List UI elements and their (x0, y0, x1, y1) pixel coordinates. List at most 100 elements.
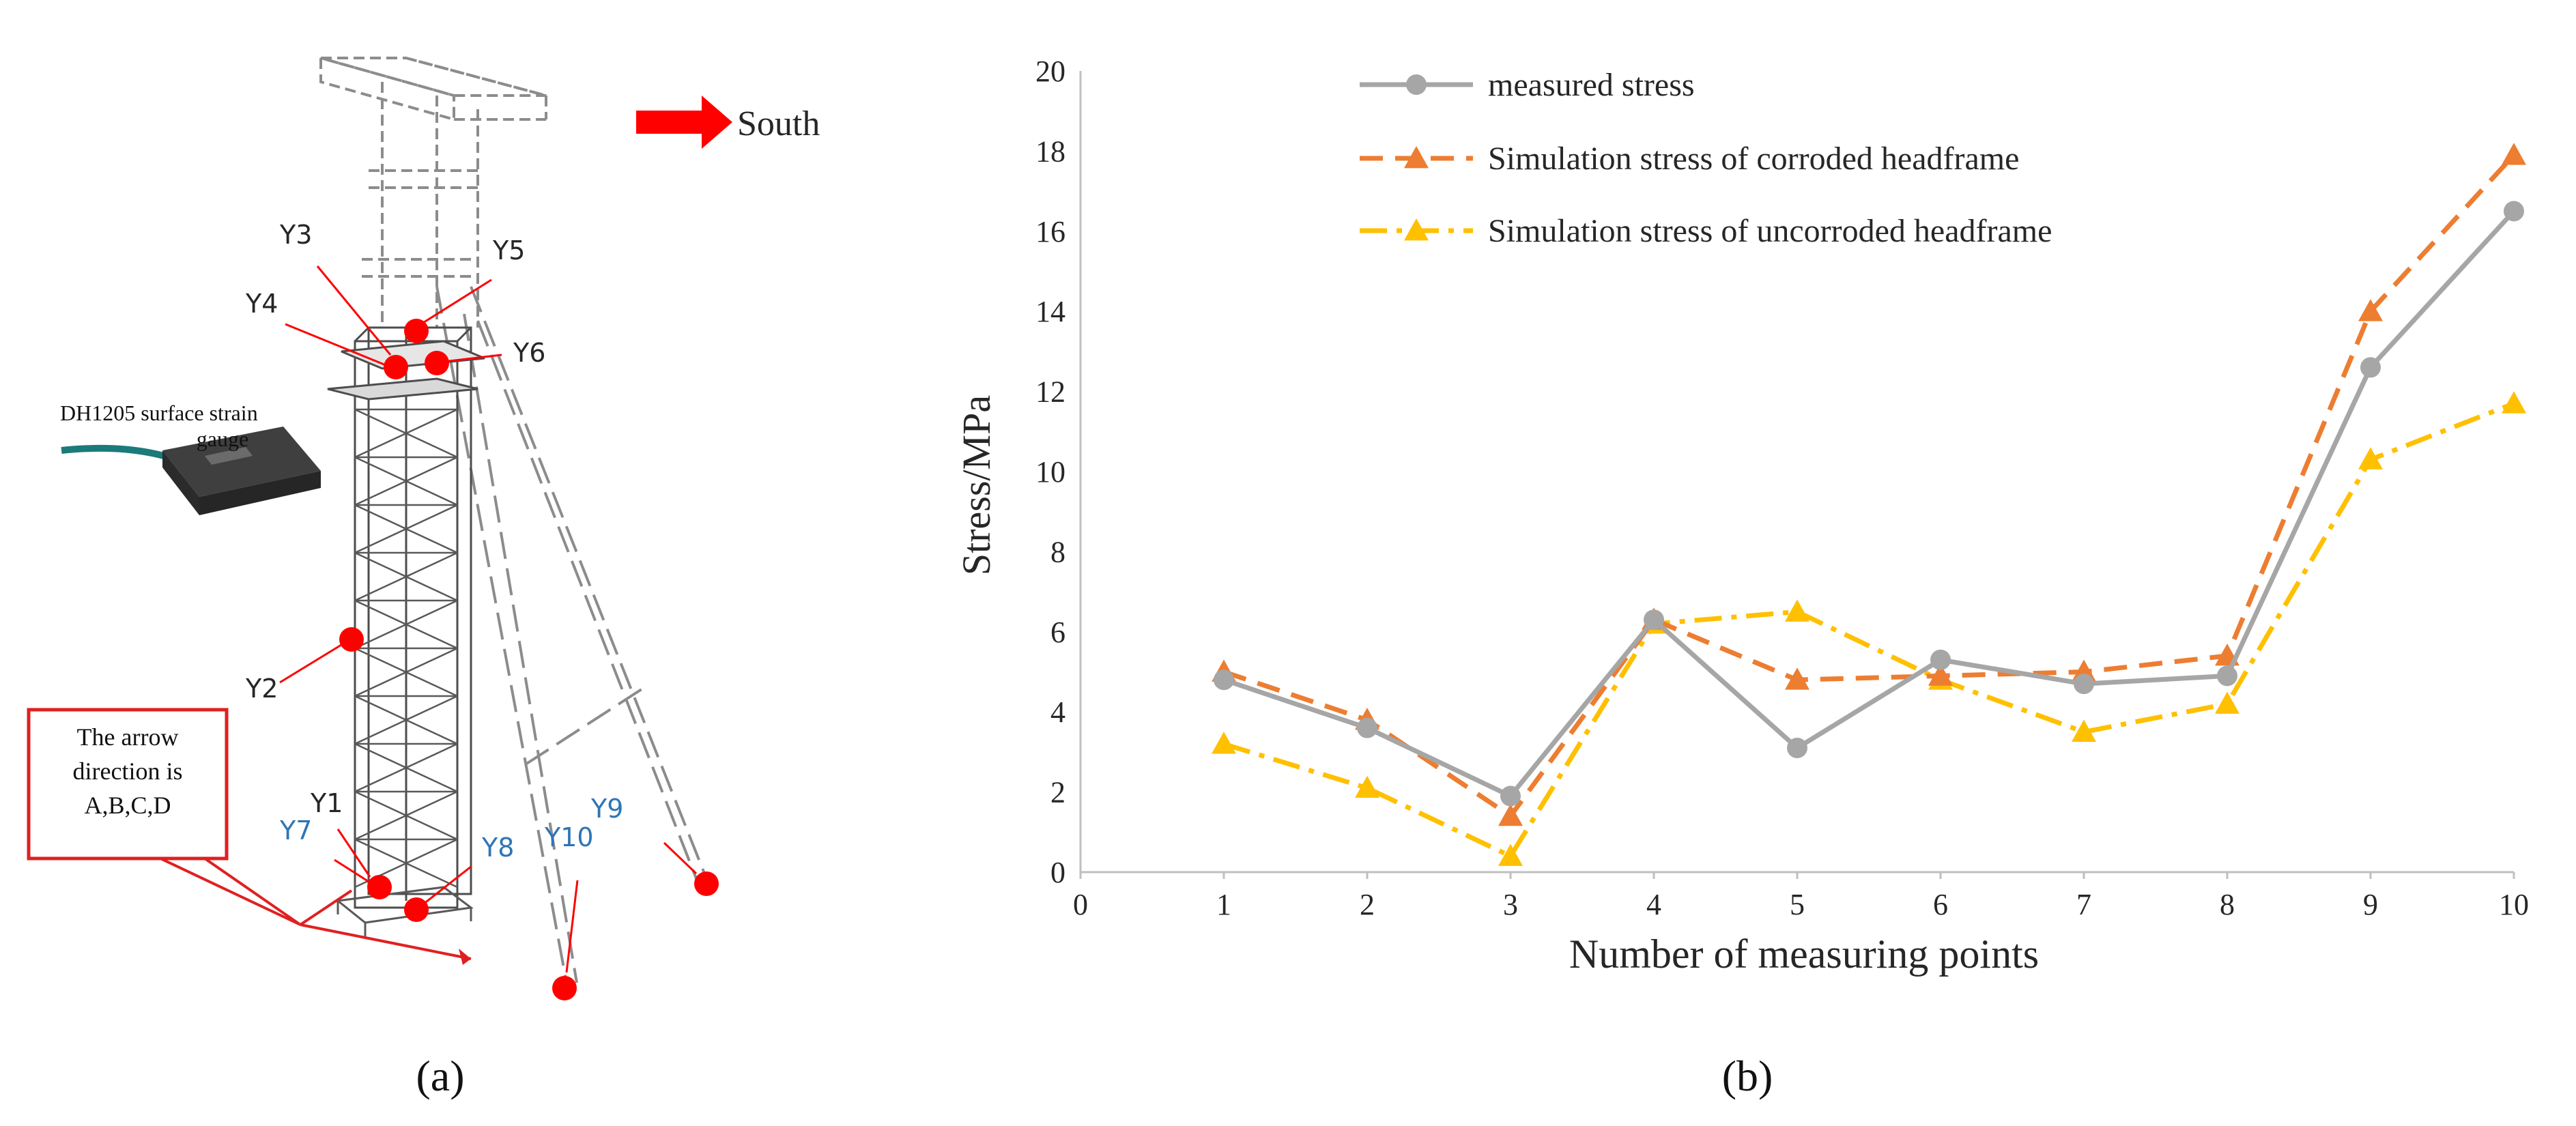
marker-y9 (694, 871, 719, 896)
strain-gauge-icon (61, 427, 321, 515)
marker-y6 (425, 351, 449, 375)
data-point-measured (2504, 201, 2524, 222)
data-point-measured (1214, 669, 1234, 691)
data-point-corroded (2502, 143, 2526, 165)
chart-axes (1079, 71, 2515, 879)
arrow-direction-callout (27, 708, 472, 965)
y-tick-label: 10 (1035, 455, 1065, 489)
legend-swatch-marker (1406, 74, 1427, 95)
marker-y7 (367, 875, 392, 899)
legend-swatch-marker (1404, 218, 1429, 241)
label-y1: Y1 (310, 788, 343, 818)
y-tick-label: 14 (1035, 295, 1065, 328)
brace (354, 647, 458, 697)
brace (354, 599, 458, 650)
data-point-uncorroded (2502, 391, 2526, 414)
x-tick-label: 1 (1216, 888, 1231, 921)
callout-line2: direction is (73, 757, 183, 785)
label-y10: Y10 (544, 822, 594, 852)
data-point-corroded (2358, 299, 2383, 321)
tower-top-dashed-frame (319, 56, 547, 328)
data-point-uncorroded (2358, 447, 2383, 470)
series-measured (1214, 201, 2524, 807)
y-tick-label: 12 (1035, 375, 1065, 409)
y-tick-label: 0 (1050, 856, 1065, 889)
x-tick-label: 10 (2499, 888, 2529, 921)
legend-label: measured stress (1488, 67, 1695, 103)
data-point-measured (1644, 609, 1664, 631)
data-point-uncorroded (2072, 719, 2096, 742)
data-point-uncorroded (1212, 732, 1236, 754)
legend-item-uncorroded: Simulation stress of uncorroded headfram… (1360, 213, 2052, 249)
callout-line1: The arrow (77, 723, 179, 751)
y-tick-label: 18 (1035, 134, 1065, 168)
data-point-uncorroded (1498, 843, 1523, 866)
chart-series (1212, 143, 2526, 866)
marker-y4 (384, 355, 408, 379)
brace (354, 742, 458, 793)
y-tick-labels: 0 2 4 6 8 10 12 14 16 18 20 (1035, 55, 1065, 889)
x-tick-label: 0 (1073, 888, 1088, 921)
data-point-measured (1500, 785, 1521, 807)
data-point-uncorroded (1355, 775, 1379, 798)
gauge-label-line1: DH1205 surface strain (60, 401, 258, 425)
chart-legend: measured stress Simulation stress of corr… (1360, 67, 2052, 249)
south-label: South (737, 104, 820, 143)
brace (354, 504, 458, 554)
data-point-corroded (1498, 803, 1523, 826)
legend-swatch-marker (1404, 146, 1429, 169)
brace (354, 551, 458, 602)
tower-base (335, 886, 474, 936)
x-tick-labels: 0 1 2 3 4 5 6 7 8 9 10 (1073, 888, 2529, 921)
label-y2: Y2 (245, 674, 278, 704)
brace (354, 695, 458, 745)
label-y5: Y5 (492, 235, 525, 265)
caption-b: (b) (1722, 1052, 1773, 1100)
marker-y5 (404, 319, 429, 343)
y-axis-title: Stress/MPa (954, 395, 999, 575)
y-tick-label: 8 (1050, 535, 1065, 568)
south-direction-arrow (636, 96, 732, 149)
data-point-measured (1787, 738, 1807, 759)
brace (354, 456, 458, 506)
series-line-uncorroded (1222, 401, 2515, 859)
lattice-bracing (354, 408, 458, 889)
brace (354, 790, 458, 841)
label-y7: Y7 (279, 815, 312, 846)
label-y9: Y9 (590, 794, 623, 824)
y-tick-label: 20 (1035, 55, 1065, 88)
y-tick-label: 6 (1050, 616, 1065, 649)
legend-label: Simulation stress of uncorroded headfram… (1488, 213, 2052, 249)
legend-label: Simulation stress of corroded headframe (1488, 141, 2019, 177)
data-point-measured (2360, 357, 2381, 378)
gauge-label-line2: gauge (197, 427, 248, 451)
x-tick-label: 7 (2076, 888, 2091, 921)
data-point-measured (1357, 717, 1377, 738)
x-tick-label: 8 (2220, 888, 2235, 921)
caption-a: (a) (416, 1052, 464, 1100)
marker-y8 (404, 897, 429, 922)
legend-item-corroded: Simulation stress of corroded headframe (1360, 141, 2019, 177)
brace (354, 408, 458, 459)
y-tick-label: 4 (1050, 695, 1065, 729)
data-point-uncorroded (2215, 691, 2239, 714)
marker-y10 (552, 976, 577, 1000)
x-tick-label: 9 (2363, 888, 2378, 921)
label-y3: Y3 (279, 220, 312, 250)
legend-item-measured: measured stress (1360, 67, 1695, 103)
data-point-corroded (1785, 667, 1809, 690)
marker-y2 (339, 627, 364, 652)
x-tick-label: 2 (1360, 888, 1375, 921)
x-tick-label: 3 (1503, 888, 1518, 921)
data-point-measured (1930, 649, 1951, 670)
x-tick-label: 5 (1790, 888, 1805, 921)
inclined-leg-dashed-lines (435, 286, 711, 983)
series-line-measured (1222, 210, 2516, 798)
y-tick-label: 16 (1035, 215, 1065, 248)
panel-a-headframe-diagram: South DH1205 surface strain gauge The ar… (27, 56, 820, 1100)
label-y6: Y6 (513, 338, 545, 368)
x-tick-label: 6 (1933, 888, 1948, 921)
data-point-measured (2074, 674, 2094, 695)
